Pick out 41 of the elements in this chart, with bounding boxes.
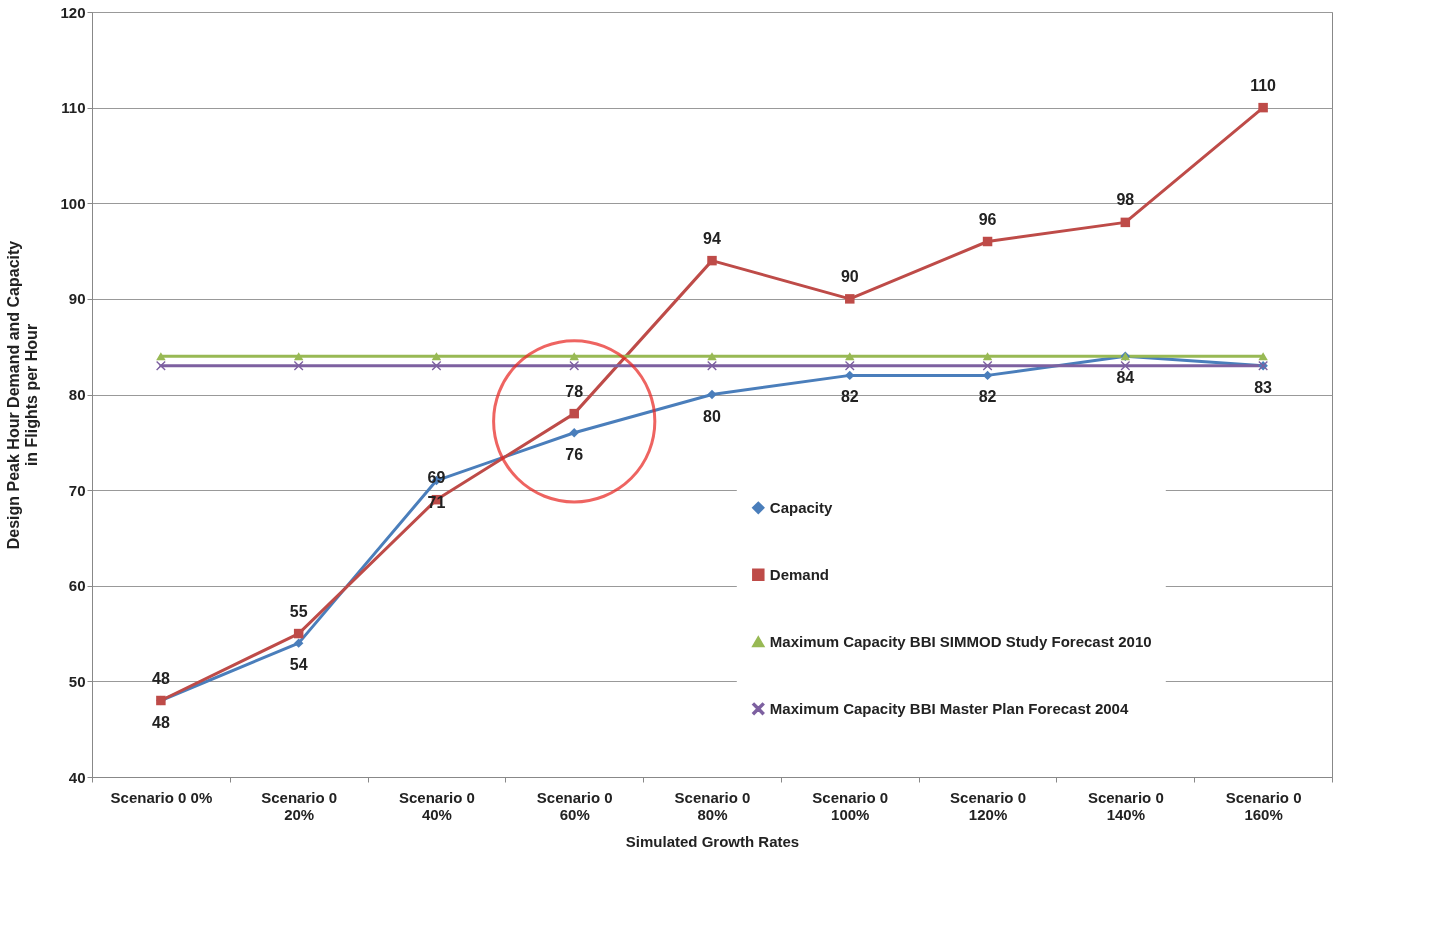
y-axis-title: Design Peak Hour Demand and Capacity in Flights per Hour: [5, 240, 41, 550]
data-label: 78: [565, 382, 584, 400]
x-axis-title: Simulated Growth Rates: [625, 832, 800, 850]
data-label: 83: [1254, 378, 1273, 396]
x-tick-label: Scenario 0 60%: [536, 788, 613, 823]
data-label: 76: [565, 445, 584, 463]
data-label: 94: [703, 229, 721, 247]
x-tick-label: Scenario 0 120%: [950, 788, 1026, 823]
y-tick-label: 80: [68, 386, 86, 403]
legend-label: Maximum Capacity BBI Master Plan Forecast 2004: [769, 699, 1129, 717]
y-tick-label: 70: [68, 481, 86, 499]
data-label: 84: [1116, 369, 1135, 387]
data-label: 54: [289, 656, 308, 674]
y-tick-label: 40: [68, 768, 86, 786]
data-label: 80: [703, 407, 721, 425]
data-label: 48: [151, 669, 170, 687]
x-tick-label: Scenario 0 100%: [812, 788, 889, 823]
x-tick-label: Scenario 0 0%: [110, 788, 213, 806]
y-tick-label: 90: [68, 290, 86, 308]
y-tick-label: 120: [60, 3, 86, 21]
data-label: 96: [978, 210, 997, 228]
data-label: 48: [151, 713, 170, 731]
x-tick-label: Scenario 0 160%: [1225, 788, 1302, 823]
legend-label: Demand: [769, 565, 829, 583]
data-label: 98: [1116, 191, 1135, 209]
x-tick-label: Scenario 0 80%: [674, 788, 751, 823]
data-label: 110: [1250, 76, 1277, 94]
x-tick-label: Scenario 0 20%: [261, 788, 338, 823]
data-label: 71: [427, 493, 446, 511]
data-label: 90: [840, 267, 859, 285]
x-tick-label: Scenario 0 140%: [1087, 788, 1164, 823]
x-tick-label: Scenario 0 40%: [399, 788, 475, 823]
legend-label: Maximum Capacity BBI SIMMOD Study Forecast 2010: [769, 632, 1152, 650]
data-label: 82: [978, 388, 997, 406]
data-label: 55: [289, 602, 308, 620]
y-tick-label: 60: [68, 577, 86, 595]
y-tick-label: 50: [68, 672, 86, 690]
data-label: 82: [840, 388, 859, 406]
y-tick-label: 100: [60, 194, 86, 212]
legend-label: Capacity: [769, 498, 833, 516]
y-tick-label: 110: [61, 99, 86, 117]
